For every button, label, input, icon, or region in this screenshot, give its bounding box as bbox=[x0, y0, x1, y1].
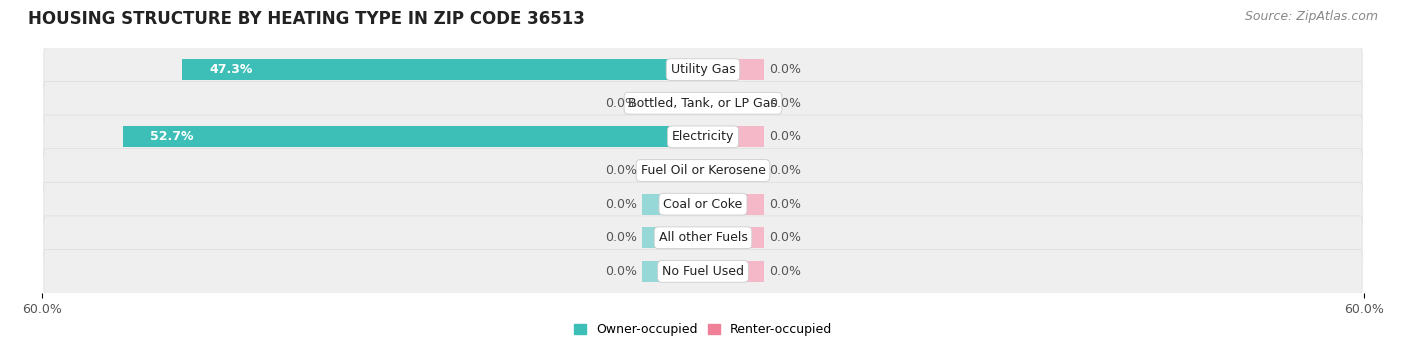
FancyBboxPatch shape bbox=[44, 115, 1362, 159]
Text: 0.0%: 0.0% bbox=[605, 231, 637, 244]
Bar bbox=[703, 194, 763, 214]
Text: 0.0%: 0.0% bbox=[605, 97, 637, 110]
Text: Electricity: Electricity bbox=[672, 130, 734, 143]
Text: HOUSING STRUCTURE BY HEATING TYPE IN ZIP CODE 36513: HOUSING STRUCTURE BY HEATING TYPE IN ZIP… bbox=[28, 10, 585, 28]
FancyBboxPatch shape bbox=[44, 250, 1362, 293]
Text: Utility Gas: Utility Gas bbox=[671, 63, 735, 76]
Text: Source: ZipAtlas.com: Source: ZipAtlas.com bbox=[1244, 10, 1378, 23]
Bar bbox=[643, 194, 703, 214]
FancyBboxPatch shape bbox=[44, 149, 1362, 192]
Bar bbox=[643, 93, 703, 114]
Text: 52.7%: 52.7% bbox=[150, 130, 194, 143]
Text: 0.0%: 0.0% bbox=[769, 164, 801, 177]
Text: Coal or Coke: Coal or Coke bbox=[664, 198, 742, 211]
Bar bbox=[643, 261, 703, 282]
Text: 0.0%: 0.0% bbox=[769, 265, 801, 278]
FancyBboxPatch shape bbox=[44, 81, 1362, 125]
Text: 0.0%: 0.0% bbox=[769, 231, 801, 244]
FancyBboxPatch shape bbox=[44, 182, 1362, 226]
Bar bbox=[703, 160, 763, 181]
Text: 0.0%: 0.0% bbox=[769, 198, 801, 211]
Text: 0.0%: 0.0% bbox=[769, 97, 801, 110]
Text: Fuel Oil or Kerosene: Fuel Oil or Kerosene bbox=[641, 164, 765, 177]
FancyBboxPatch shape bbox=[44, 48, 1362, 91]
Text: Bottled, Tank, or LP Gas: Bottled, Tank, or LP Gas bbox=[628, 97, 778, 110]
Bar bbox=[703, 261, 763, 282]
Text: All other Fuels: All other Fuels bbox=[658, 231, 748, 244]
Text: 0.0%: 0.0% bbox=[605, 164, 637, 177]
Bar bbox=[181, 59, 703, 80]
Text: 0.0%: 0.0% bbox=[605, 265, 637, 278]
Bar bbox=[703, 227, 763, 248]
Bar bbox=[703, 127, 763, 147]
Bar bbox=[703, 59, 763, 80]
Text: 47.3%: 47.3% bbox=[209, 63, 253, 76]
Bar bbox=[643, 160, 703, 181]
Legend: Owner-occupied, Renter-occupied: Owner-occupied, Renter-occupied bbox=[568, 318, 838, 341]
Bar bbox=[122, 127, 703, 147]
Text: 0.0%: 0.0% bbox=[769, 63, 801, 76]
Text: 0.0%: 0.0% bbox=[769, 130, 801, 143]
Bar bbox=[703, 93, 763, 114]
Bar bbox=[643, 227, 703, 248]
Text: No Fuel Used: No Fuel Used bbox=[662, 265, 744, 278]
FancyBboxPatch shape bbox=[44, 216, 1362, 260]
Text: 0.0%: 0.0% bbox=[605, 198, 637, 211]
